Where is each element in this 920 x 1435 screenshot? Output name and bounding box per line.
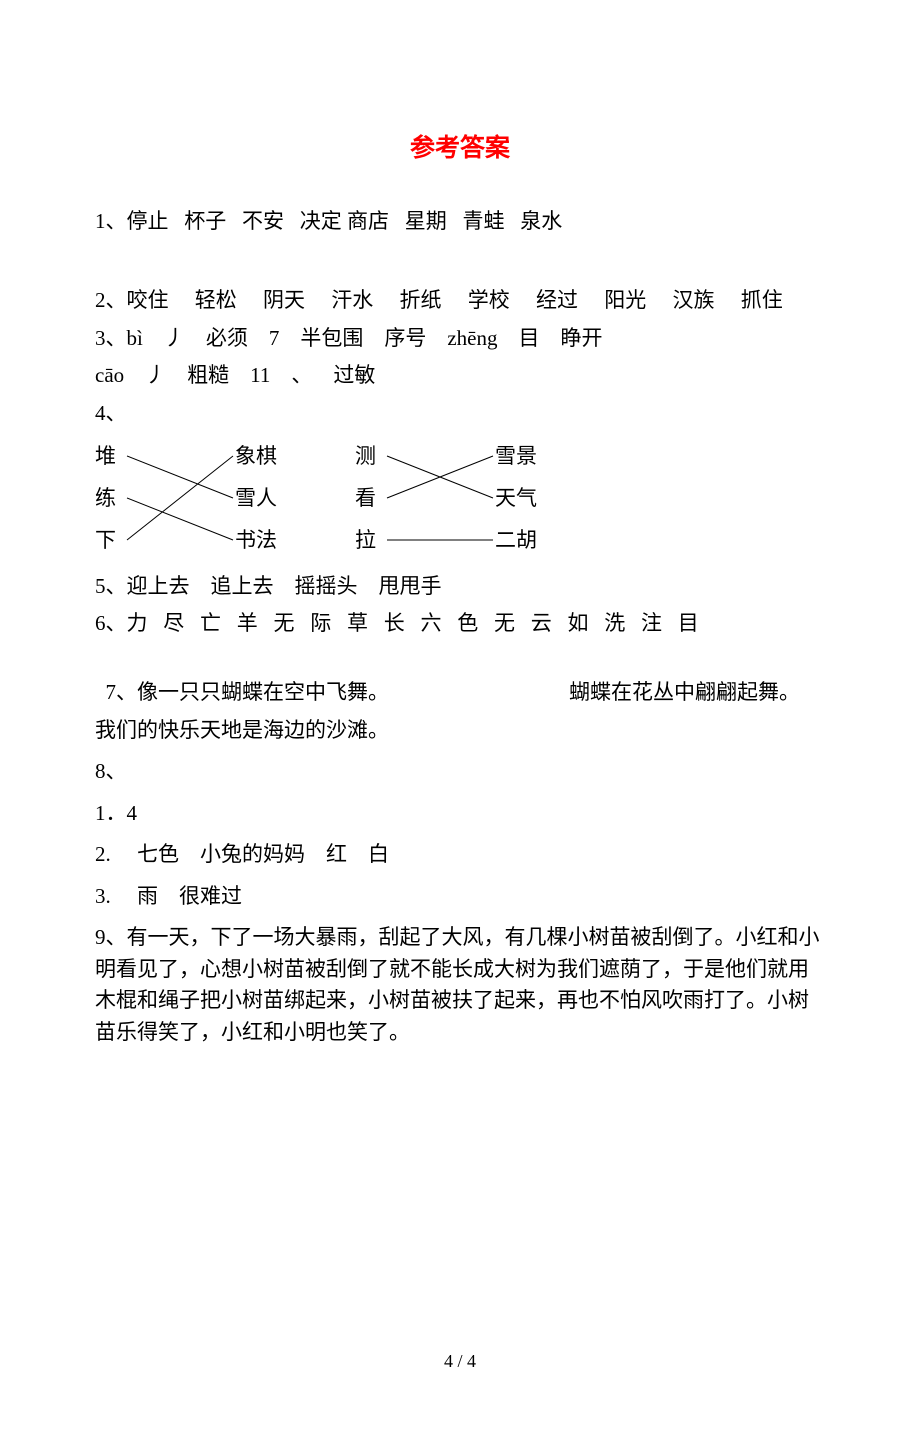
q7-part-a: 7、像一只只蝴蝶在空中飞舞。 <box>106 680 390 704</box>
match-right-item: 二胡 <box>495 519 555 561</box>
match-left-item: 看 <box>355 477 385 519</box>
q4-label: 4、 <box>95 398 825 430</box>
q5-line: 5、迎上去 追上去 摇摇头 甩甩手 <box>95 571 825 603</box>
gap-1 <box>95 243 825 285</box>
match-right-item: 天气 <box>495 477 555 519</box>
q3-line2: cāo 丿 粗糙 11 、 过敏 <box>95 360 825 392</box>
q2-line: 2、咬住 轻松 阴天 汗水 折纸 学校 经过 阳光 汉族 抓住 <box>95 285 825 317</box>
match-right-item: 雪景 <box>495 435 555 477</box>
match-left-item: 练 <box>95 477 125 519</box>
q7-part-b: 蝴蝶在花丛中翩翩起舞。 <box>569 680 800 704</box>
match-left-item: 拉 <box>355 519 385 561</box>
match-lines <box>385 435 495 561</box>
page-number: 4 / 4 <box>95 1348 825 1375</box>
match-left-item: 下 <box>95 519 125 561</box>
q8-1: 1．4 <box>95 798 825 830</box>
q6-line: 6、力 尽 亡 羊 无 际 草 长 六 色 无 云 如 洗 注 目 <box>95 608 825 640</box>
match-right-item: 书法 <box>235 519 295 561</box>
answer-title: 参考答案 <box>95 130 825 168</box>
q7-line: 7、像一只只蝴蝶在空中飞舞。 蝴蝶在花丛中翩翩起舞。 <box>95 646 825 709</box>
match-lines <box>125 435 235 561</box>
q1-line: 1、停止 杯子 不安 决定 商店 星期 青蛙 泉水 <box>95 206 825 238</box>
q4-matching: 堆练下 象棋雪人书法 测看拉 雪景天气二胡 <box>95 435 825 571</box>
match-right-item: 象棋 <box>235 435 295 477</box>
q7-line2: 我们的快乐天地是海边的沙滩。 <box>95 715 825 747</box>
match-left-item: 堆 <box>95 435 125 477</box>
q8-label: 8、 <box>95 756 825 788</box>
match-right-item: 雪人 <box>235 477 295 519</box>
q8-3: 3. 雨 很难过 <box>95 881 825 913</box>
q3-line1: 3、bì 丿 必须 7 半包围 序号 zhēng 目 睁开 <box>95 323 825 355</box>
q9-passage: 9、有一天，下了一场大暴雨，刮起了大风，有几棵小树苗被刮倒了。小红和小明看见了，… <box>95 922 825 1048</box>
match-left-item: 测 <box>355 435 385 477</box>
q8-2: 2. 七色 小兔的妈妈 红 白 <box>95 839 825 871</box>
